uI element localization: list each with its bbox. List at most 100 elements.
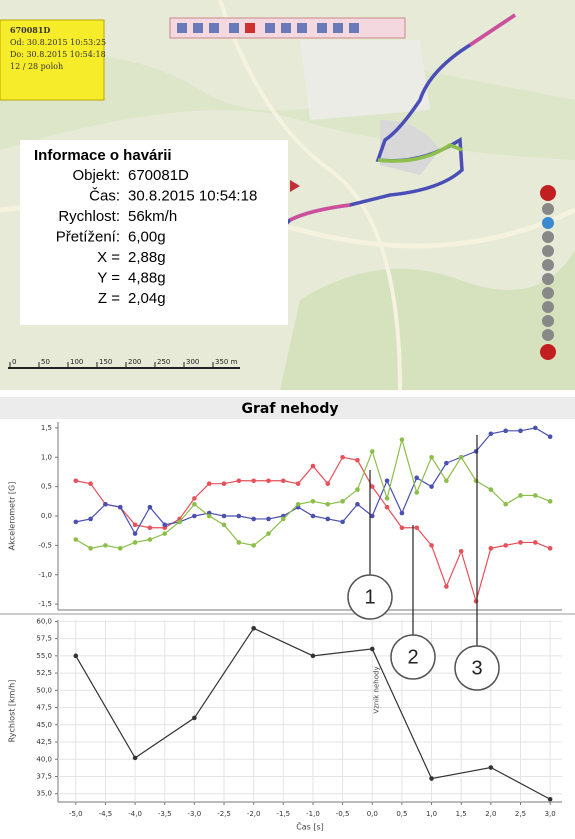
y-axis-label: Akcelerometr [G] — [8, 482, 17, 551]
point — [474, 478, 479, 483]
button[interactable] — [542, 287, 554, 299]
point — [311, 654, 316, 659]
y-tick-label: 1,5 — [41, 424, 52, 432]
tool[interactable] — [333, 23, 343, 33]
button[interactable] — [542, 217, 554, 229]
track-text: Do: 30.8.2015 10:54:18 — [10, 50, 106, 59]
point — [281, 478, 286, 483]
graph-title: Graf nehody — [241, 401, 338, 417]
point — [340, 520, 345, 525]
point — [266, 478, 271, 483]
y-tick-label: 47,5 — [36, 704, 52, 712]
point — [237, 540, 242, 545]
point — [251, 626, 256, 631]
track-text: Od: 30.8.2015 10:53:25 — [10, 38, 106, 47]
point — [73, 478, 78, 483]
x-axis-label: Čas [s] — [296, 821, 324, 832]
point — [459, 549, 464, 554]
point — [370, 514, 375, 519]
point — [370, 484, 375, 489]
point — [370, 449, 375, 454]
button[interactable] — [542, 203, 554, 215]
point — [133, 756, 138, 761]
x-tick-label: -2,5 — [217, 810, 231, 818]
point — [370, 647, 375, 652]
button[interactable] — [542, 259, 554, 271]
tool[interactable] — [177, 23, 187, 33]
point — [311, 499, 316, 504]
x-tick-label: -5,0 — [69, 810, 83, 818]
map-area — [300, 40, 430, 120]
button[interactable] — [542, 245, 554, 257]
point — [400, 525, 405, 530]
button[interactable] — [542, 231, 554, 243]
point — [385, 505, 390, 510]
x-tick-label: -4,0 — [128, 810, 142, 818]
tool[interactable] — [245, 23, 255, 33]
track-text: 12 / 28 poloh — [10, 62, 63, 71]
point — [192, 716, 197, 721]
button[interactable] — [540, 344, 556, 360]
point — [266, 517, 271, 522]
y-tick-label: 37,5 — [36, 772, 52, 780]
tool[interactable] — [265, 23, 275, 33]
point — [325, 502, 330, 507]
x-tick-label: -3,5 — [158, 810, 172, 818]
series-line — [76, 440, 550, 549]
point — [548, 499, 553, 504]
point — [489, 546, 494, 551]
y-tick-label: -0,5 — [38, 541, 52, 549]
button[interactable] — [542, 329, 554, 341]
tool[interactable] — [317, 23, 327, 33]
tool[interactable] — [209, 23, 219, 33]
point — [444, 461, 449, 466]
point — [281, 517, 286, 522]
point — [103, 502, 108, 507]
button[interactable] — [542, 301, 554, 313]
point — [207, 514, 212, 519]
button[interactable] — [542, 315, 554, 327]
point — [518, 493, 523, 498]
button[interactable] — [542, 273, 554, 285]
point — [414, 490, 419, 495]
callout-label: 1 — [364, 586, 375, 608]
info-value: 4,88g — [128, 269, 166, 286]
series-line — [76, 457, 550, 601]
tool[interactable] — [297, 23, 307, 33]
point — [474, 449, 479, 454]
info-label: Y = — [97, 269, 120, 286]
point — [133, 540, 138, 545]
x-tick-label: 3,0 — [545, 810, 556, 818]
tool[interactable] — [229, 23, 239, 33]
point — [414, 525, 419, 530]
point — [162, 531, 167, 536]
y-tick-label: 55,0 — [36, 652, 52, 660]
point — [385, 496, 390, 501]
point — [459, 455, 464, 460]
point — [325, 517, 330, 522]
info-value: 2,88g — [128, 249, 166, 266]
point — [414, 476, 419, 481]
point — [503, 429, 508, 434]
point — [355, 487, 360, 492]
tool[interactable] — [193, 23, 203, 33]
point — [429, 776, 434, 781]
tool[interactable] — [281, 23, 291, 33]
point — [325, 481, 330, 486]
y-tick-label: 42,5 — [36, 738, 52, 746]
info-label: Rychlost: — [58, 208, 120, 225]
point — [444, 584, 449, 589]
y-tick-label: 1,0 — [41, 453, 52, 461]
point — [444, 478, 449, 483]
button[interactable] — [540, 185, 556, 201]
point — [518, 540, 523, 545]
screen: 670081D Od: 30.8.2015 10:53:25 Do: 30.8.… — [0, 0, 575, 839]
y-tick-label: 57,5 — [36, 635, 52, 643]
y-axis-label: Rychlost [km/h] — [8, 680, 17, 743]
tool[interactable] — [349, 23, 359, 33]
y-tick-label: 0,0 — [41, 512, 52, 520]
y-tick-label: 0,5 — [41, 483, 52, 491]
x-tick-label: -1,5 — [276, 810, 290, 818]
point — [429, 455, 434, 460]
info-label: Přetížení: — [56, 228, 120, 245]
